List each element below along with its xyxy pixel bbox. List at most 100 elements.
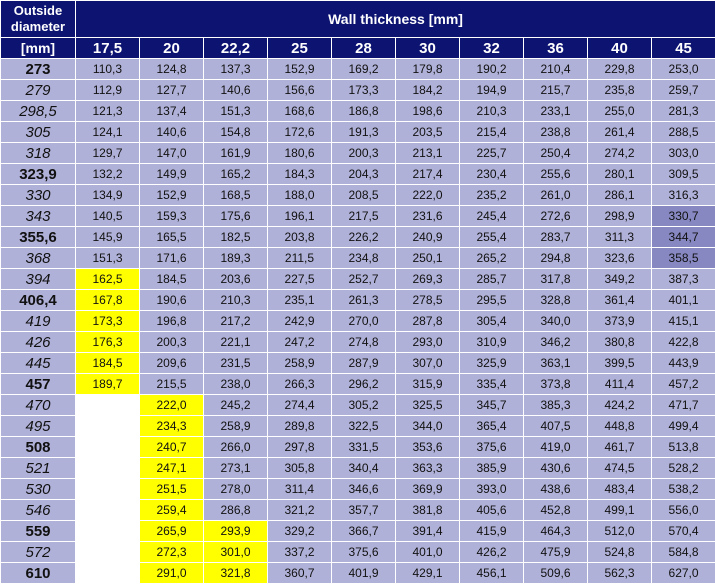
weight-cell: 373,8	[524, 374, 588, 395]
weight-cell: 419,0	[524, 437, 588, 458]
weight-cell: 291,0	[140, 563, 204, 584]
weight-cell: 168,5	[204, 185, 268, 206]
weight-cell: 584,8	[652, 542, 715, 563]
weight-cell: 278,0	[204, 479, 268, 500]
weight-cell: 316,3	[652, 185, 715, 206]
weight-cell: 360,7	[268, 563, 332, 584]
weight-cell: 311,4	[268, 479, 332, 500]
weight-cell: 307,0	[396, 353, 460, 374]
weight-cell: 140,6	[140, 122, 204, 143]
weight-cell: 285,7	[460, 269, 524, 290]
weight-cell: 238,0	[204, 374, 268, 395]
weight-cell: 627,0	[652, 563, 715, 584]
weight-cell: 238,8	[524, 122, 588, 143]
weight-cell: 235,8	[588, 80, 652, 101]
weight-cell: 235,1	[268, 290, 332, 311]
weight-cell: 222,0	[140, 395, 204, 416]
weight-cell: 471,7	[652, 395, 715, 416]
weight-cell	[76, 395, 140, 416]
weight-cell: 253,0	[652, 59, 715, 80]
weight-cell: 175,6	[204, 206, 268, 227]
outside-diameter-cell: 546	[1, 500, 76, 521]
weight-cell: 169,2	[332, 59, 396, 80]
weight-cell: 196,1	[268, 206, 332, 227]
weight-cell: 430,6	[524, 458, 588, 479]
weight-cell: 509,6	[524, 563, 588, 584]
weight-cell: 198,6	[396, 101, 460, 122]
weight-cell	[76, 416, 140, 437]
weight-cell: 235,2	[460, 185, 524, 206]
weight-cell: 140,6	[204, 80, 268, 101]
weight-cell: 159,3	[140, 206, 204, 227]
weight-cell: 259,4	[140, 500, 204, 521]
weight-cell	[76, 521, 140, 542]
weight-cell: 182,5	[204, 227, 268, 248]
weight-cell: 363,1	[524, 353, 588, 374]
weight-cell: 283,7	[524, 227, 588, 248]
weight-cell: 210,3	[204, 290, 268, 311]
weight-cell: 124,1	[76, 122, 140, 143]
weight-cell: 303,0	[652, 143, 715, 164]
outside-diameter-cell: 445	[1, 353, 76, 374]
weight-cell: 190,6	[140, 290, 204, 311]
weight-cell	[76, 542, 140, 563]
weight-cell: 162,5	[76, 269, 140, 290]
weight-cell: 556,0	[652, 500, 715, 521]
weight-cell: 171,6	[140, 248, 204, 269]
thickness-header: 32	[460, 38, 524, 59]
weight-cell: 415,9	[460, 521, 524, 542]
weight-cell: 168,6	[268, 101, 332, 122]
outside-diameter-cell: 457	[1, 374, 76, 395]
weight-cell: 344,7	[652, 227, 715, 248]
weight-cell: 499,4	[652, 416, 715, 437]
weight-cell: 129,7	[76, 143, 140, 164]
weight-cell: 156,6	[268, 80, 332, 101]
weight-cell: 203,5	[396, 122, 460, 143]
weight-cell: 524,8	[588, 542, 652, 563]
weight-cell: 287,9	[332, 353, 396, 374]
weight-cell: 242,9	[268, 311, 332, 332]
weight-cell: 422,8	[652, 332, 715, 353]
outside-diameter-cell: 470	[1, 395, 76, 416]
weight-cell: 293,9	[204, 521, 268, 542]
weight-cell: 208,5	[332, 185, 396, 206]
weight-cell: 310,9	[460, 332, 524, 353]
weight-cell	[76, 500, 140, 521]
weight-cell: 415,1	[652, 311, 715, 332]
weight-cell: 184,5	[140, 269, 204, 290]
weight-cell: 278,5	[396, 290, 460, 311]
weight-cell: 191,3	[332, 122, 396, 143]
weight-cell: 321,2	[268, 500, 332, 521]
weight-cell: 464,3	[524, 521, 588, 542]
weight-cell: 259,7	[652, 80, 715, 101]
weight-cell: 240,9	[396, 227, 460, 248]
outside-diameter-cell: 330	[1, 185, 76, 206]
weight-cell: 121,3	[76, 101, 140, 122]
weight-cell: 340,4	[332, 458, 396, 479]
weight-cell: 247,2	[268, 332, 332, 353]
weight-cell: 233,1	[524, 101, 588, 122]
weight-cell: 234,8	[332, 248, 396, 269]
weight-cell: 140,5	[76, 206, 140, 227]
weight-cell: 295,5	[460, 290, 524, 311]
weight-cell: 375,6	[332, 542, 396, 563]
weight-cell: 456,1	[460, 563, 524, 584]
weight-cell: 346,6	[332, 479, 396, 500]
weight-cell: 280,1	[588, 164, 652, 185]
weight-cell: 172,6	[268, 122, 332, 143]
weight-cell: 124,8	[140, 59, 204, 80]
weight-cell: 204,3	[332, 164, 396, 185]
outside-diameter-cell: 368	[1, 248, 76, 269]
weight-cell: 176,3	[76, 332, 140, 353]
outside-diameter-cell: 298,5	[1, 101, 76, 122]
weight-cell: 570,4	[652, 521, 715, 542]
weight-cell: 173,3	[76, 311, 140, 332]
weight-cell: 399,5	[588, 353, 652, 374]
